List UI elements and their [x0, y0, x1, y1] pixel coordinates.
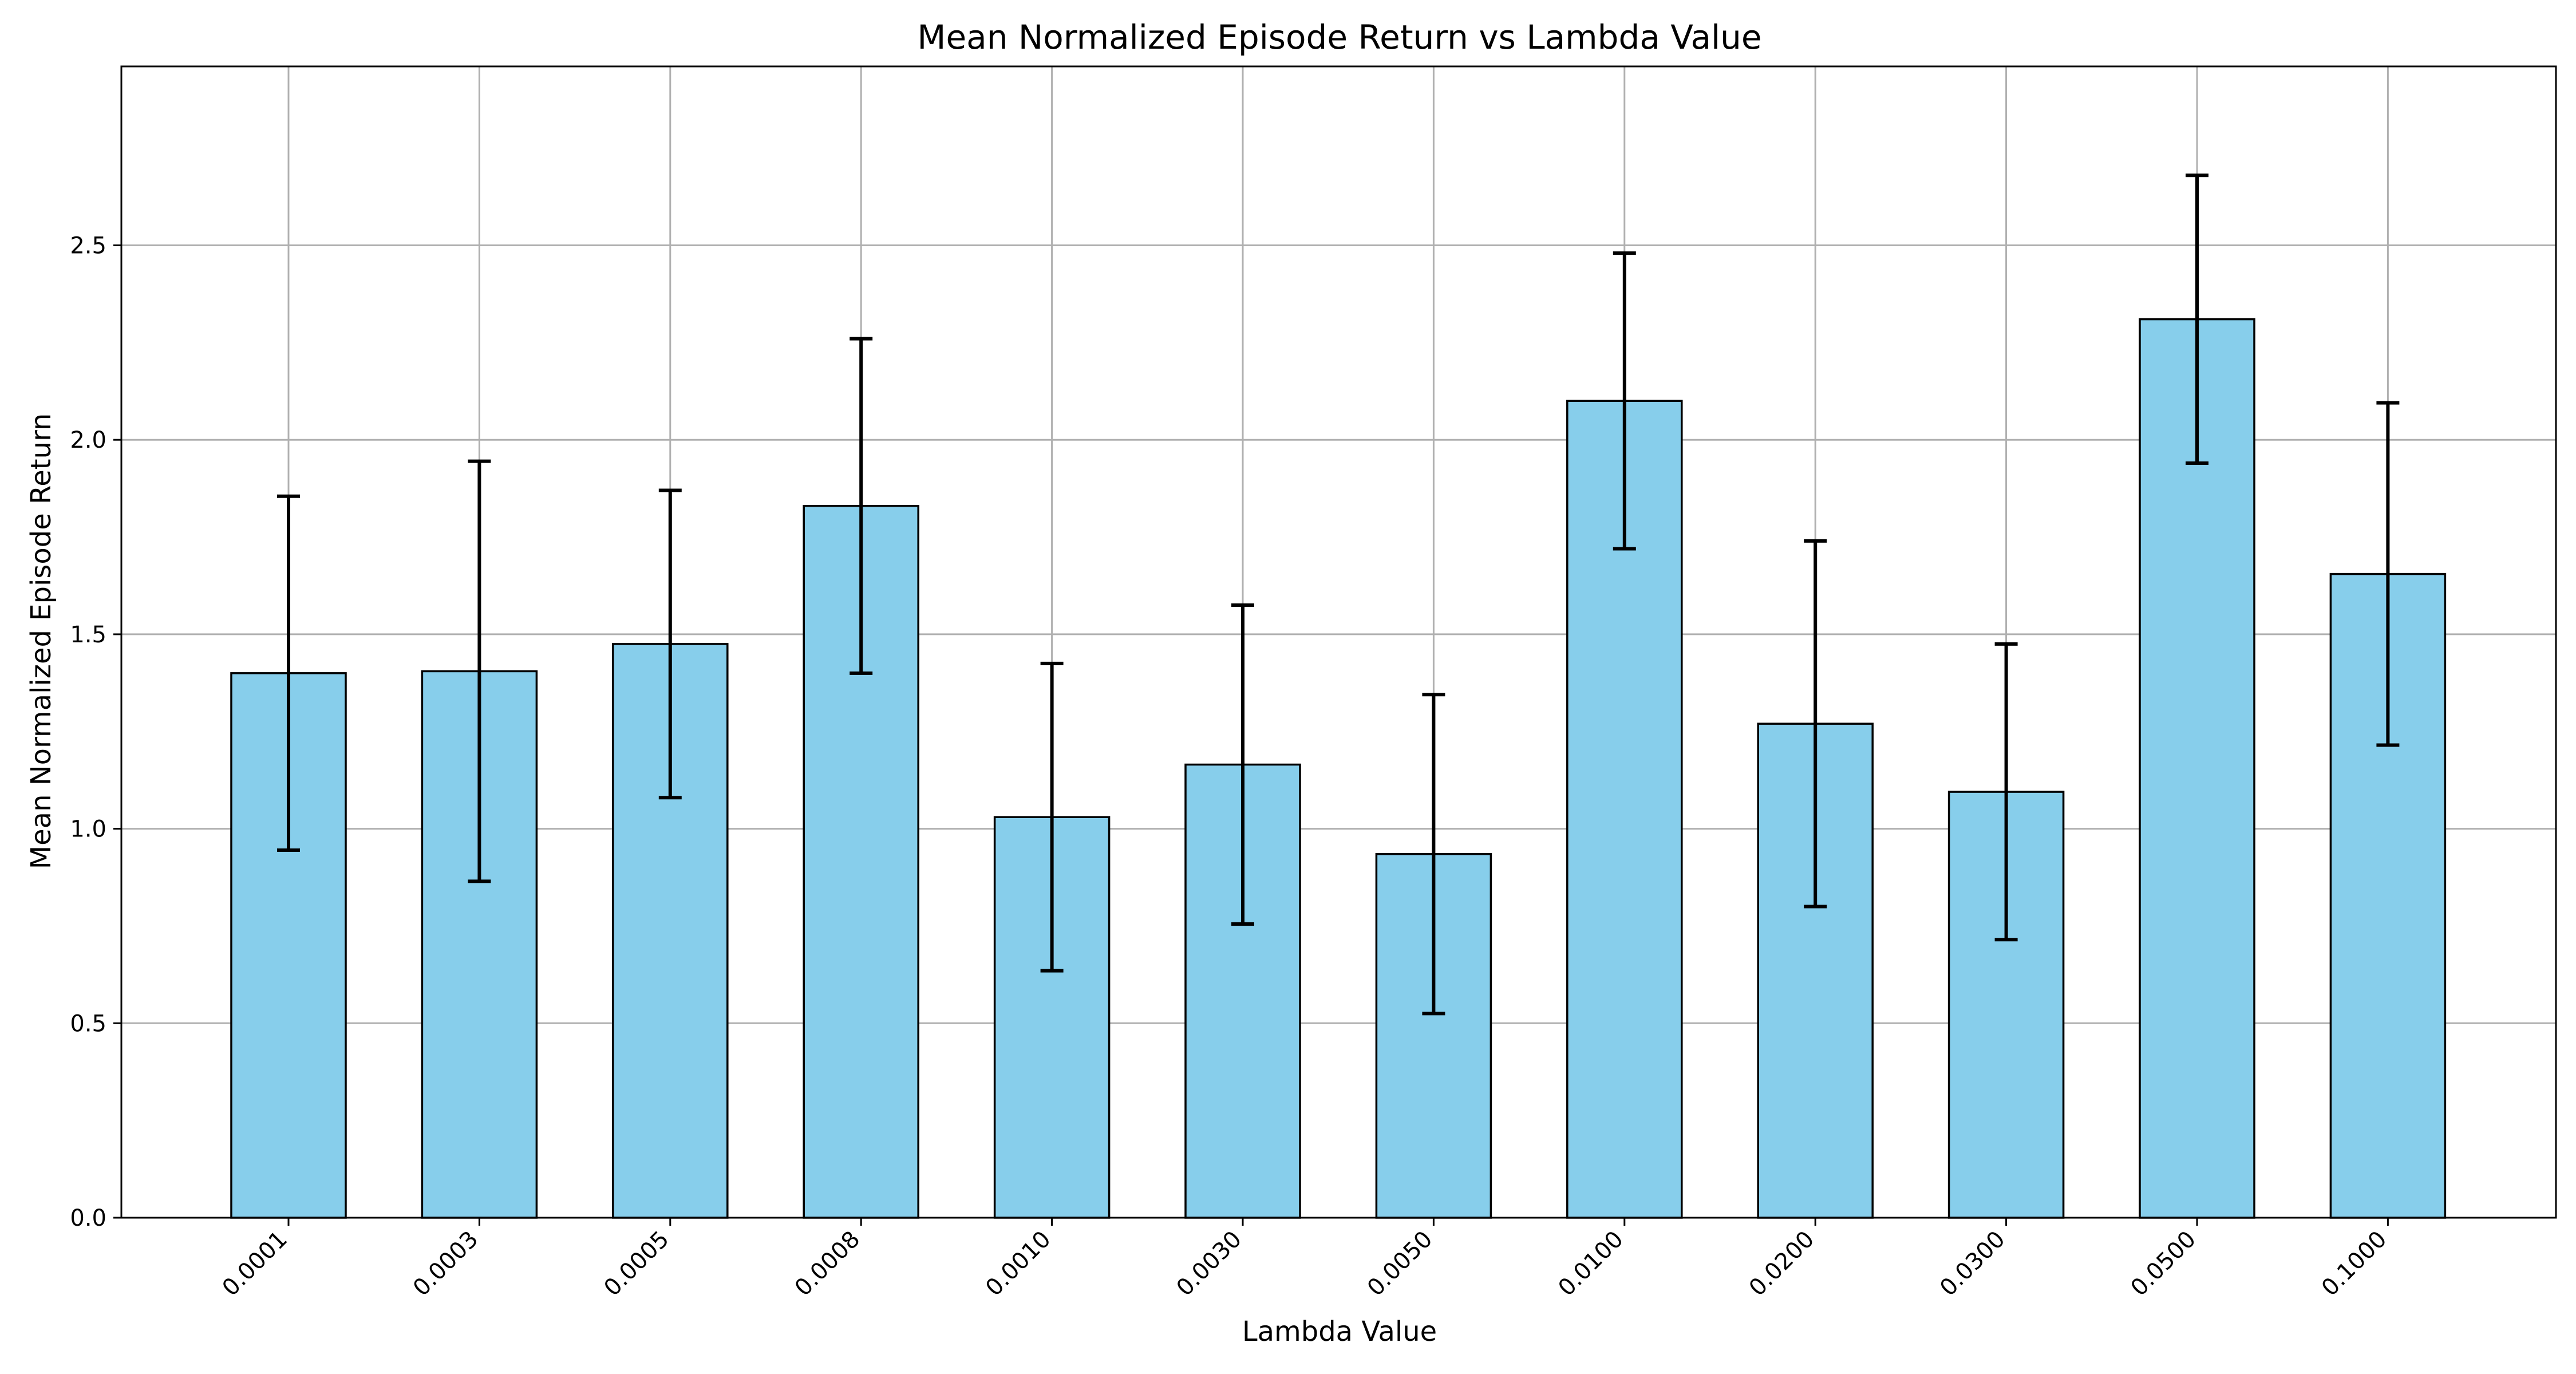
bars [230, 318, 2447, 1219]
x-tick-label: 0.0030 [1172, 1226, 1247, 1301]
y-tick-label: 1.5 [70, 622, 106, 648]
x-tick-label: 0.0100 [1553, 1226, 1628, 1301]
plot-area-frame [120, 65, 2557, 1219]
bar [2139, 318, 2255, 1219]
y-tick-label: 0.5 [70, 1010, 106, 1037]
x-tick-label: 0.0008 [790, 1226, 865, 1301]
x-axis-ticks: 0.0001 0.0003 0.0005 0.0008 0.0010 0.0030 0.00… [218, 1218, 2392, 1301]
y-tick-label: 1.0 [70, 816, 106, 843]
y-tick-label: 2.0 [70, 427, 106, 453]
y-tick-label: 2.5 [70, 233, 106, 259]
x-tick-label: 0.0500 [2126, 1226, 2201, 1301]
chart-title: Mean Normalized Episode Return vs Lambda… [917, 18, 1761, 57]
x-tick-label: 0.0010 [981, 1226, 1056, 1301]
y-tick-label: 0.0 [70, 1205, 106, 1231]
x-axis-label: Lambda Value [1242, 1316, 1437, 1348]
y-axis-label: Mean Normalized Episode Return [25, 413, 57, 870]
x-tick-label: 0.0003 [408, 1226, 483, 1301]
x-tick-label: 0.0050 [1362, 1226, 1437, 1301]
x-tick-label: 0.0200 [1744, 1226, 1819, 1301]
x-tick-label: 0.0005 [599, 1226, 674, 1301]
y-axis-ticks: 0.0 0.5 1.0 1.5 2.0 2.5 [70, 233, 121, 1231]
x-tick-label: 0.0300 [1935, 1226, 2010, 1301]
x-tick-label: 0.0001 [218, 1226, 293, 1301]
error-bars [277, 173, 2400, 1016]
x-tick-label: 0.1000 [2317, 1226, 2392, 1301]
